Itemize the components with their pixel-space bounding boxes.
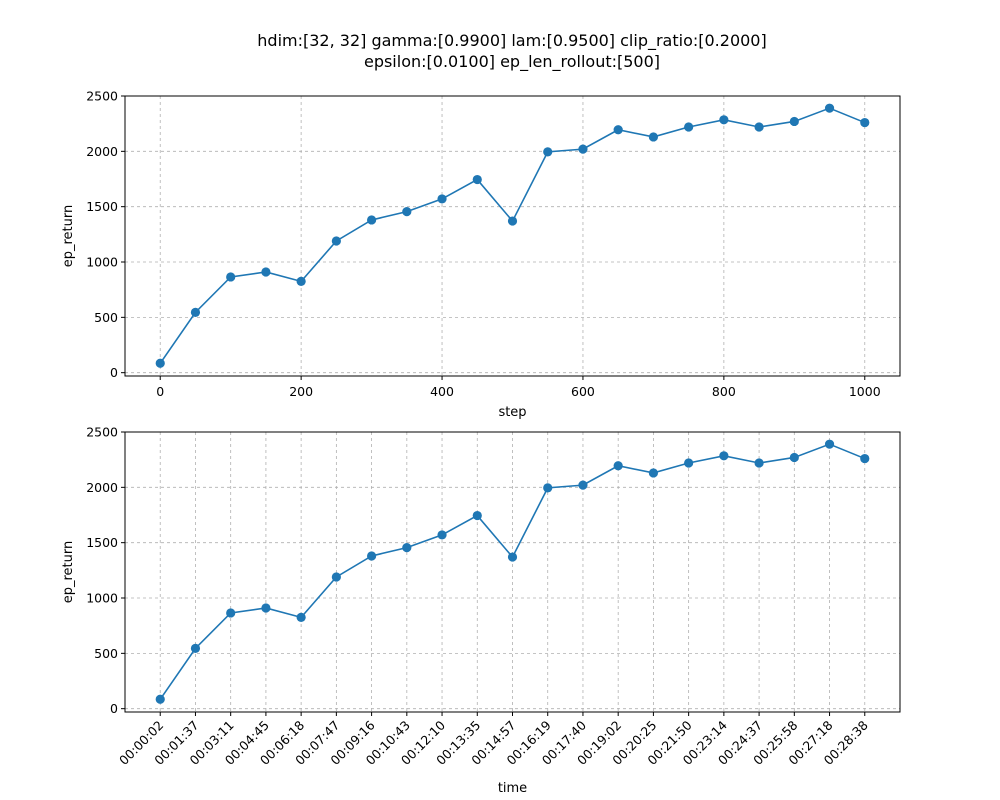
data-point [366, 215, 377, 225]
data-point [719, 451, 729, 461]
data-point [613, 461, 623, 471]
x-tick-label: 0 [156, 384, 164, 399]
y-axis-label: ep_return [61, 541, 76, 604]
y-tick-label: 2500 [86, 89, 118, 104]
plot-frame [124, 95, 901, 377]
data-point [824, 439, 835, 449]
y-tick-label: 1500 [86, 199, 118, 214]
data-point [648, 132, 659, 142]
y-tick-label: 500 [94, 646, 118, 661]
data-point [366, 551, 377, 561]
y-tick-label: 2000 [86, 144, 118, 159]
data-point [472, 510, 482, 521]
data-point [507, 552, 518, 562]
data-point [402, 207, 412, 217]
y-tick-label: 0 [110, 365, 118, 380]
data-point [226, 272, 236, 282]
data-point [543, 147, 553, 157]
data-point [155, 694, 165, 704]
data-point [331, 572, 341, 582]
data-point [190, 643, 201, 653]
data-point [190, 307, 201, 317]
data-point [754, 122, 764, 132]
x-tick-label: 800 [712, 384, 736, 399]
figure-title-line-1: hdim:[32, 32] gamma:[0.9900] lam:[0.9500… [257, 31, 766, 51]
x-tick-label: 600 [571, 384, 595, 399]
data-point [155, 358, 165, 368]
data-point [719, 115, 729, 125]
data-point [754, 458, 764, 468]
data-point [226, 608, 236, 618]
data-point [613, 125, 623, 135]
y-tick-label: 2000 [86, 480, 118, 495]
data-point [648, 468, 659, 478]
y-tick-label: 2500 [86, 425, 118, 440]
top-chart-step: 0 200 400 600 800 1000 0 500 1000 1500 2000 2500 ste… [61, 89, 901, 420]
figure-title-line-2: epsilon:[0.0100] ep_len_rollout:[500] [364, 52, 660, 72]
data-point [437, 194, 447, 204]
data-point [507, 216, 518, 226]
data-point [402, 543, 412, 553]
data-point [296, 276, 306, 286]
data-point [578, 480, 588, 490]
y-axis-label: ep_return [61, 205, 76, 268]
data-point [543, 483, 553, 493]
bottom-chart-time: 00:00:0200:01:3700:03:1100:04:4500:06:18… [61, 425, 901, 796]
data-point [331, 236, 341, 246]
x-axis-label: time [498, 781, 527, 796]
data-point [789, 452, 799, 463]
data-point [824, 103, 835, 113]
plot-frame [124, 431, 901, 713]
series-line [159, 107, 866, 364]
x-tick-label: 400 [430, 384, 454, 399]
data-point [684, 122, 694, 132]
x-tick-label: 1000 [849, 384, 881, 399]
data-point [472, 174, 482, 185]
data-point [437, 530, 447, 540]
data-point [296, 612, 306, 622]
y-tick-label: 1500 [86, 535, 118, 550]
data-point [684, 458, 694, 468]
x-axis-label: step [498, 405, 526, 420]
x-tick-label: 200 [289, 384, 313, 399]
data-point [789, 116, 799, 127]
data-point [261, 603, 271, 613]
data-point [860, 117, 870, 128]
data-point [860, 453, 870, 464]
y-tick-label: 1000 [86, 255, 118, 270]
data-point [261, 267, 271, 277]
y-tick-label: 0 [110, 701, 118, 716]
data-point [578, 144, 588, 154]
y-tick-label: 500 [94, 310, 118, 325]
y-tick-label: 1000 [86, 591, 118, 606]
